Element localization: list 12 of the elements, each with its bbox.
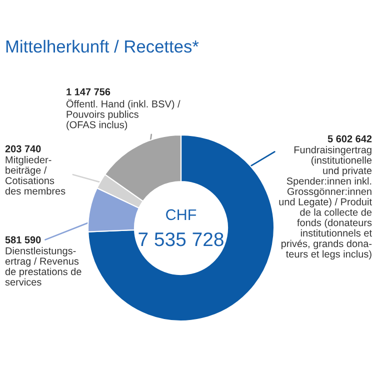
slice-label: Öffentl. Hand (inkl. BSV) / Pouvoirs publics (OFAS inclus)	[66, 98, 180, 130]
slice-label: Mitglieder- beiträge / Cotisations des membres	[5, 156, 66, 195]
chart-title: Mittelherkunft / Recettes*	[6, 40, 199, 53]
data-label: 203 740	[5, 145, 41, 152]
data-label: 1 147 756	[66, 88, 110, 96]
data-label: 581 590	[5, 236, 41, 244]
slice-label: Dienstleistungs- ertrag / Revenus de prestations de services	[5, 247, 82, 286]
donut-slice	[88, 134, 275, 322]
text: 7 535 728	[138, 232, 224, 246]
text: CHF	[166, 209, 196, 220]
category-label: Fundraisingertrag (institutionelle und private Spender:innen inkl. Grossgönner:innen und Legate) / Produit de la collecte de fonds (donateurs institutionnels et privés, grands dona- teurs et legs inclus)	[279, 146, 372, 260]
data-label: 5 602 642	[328, 135, 372, 142]
